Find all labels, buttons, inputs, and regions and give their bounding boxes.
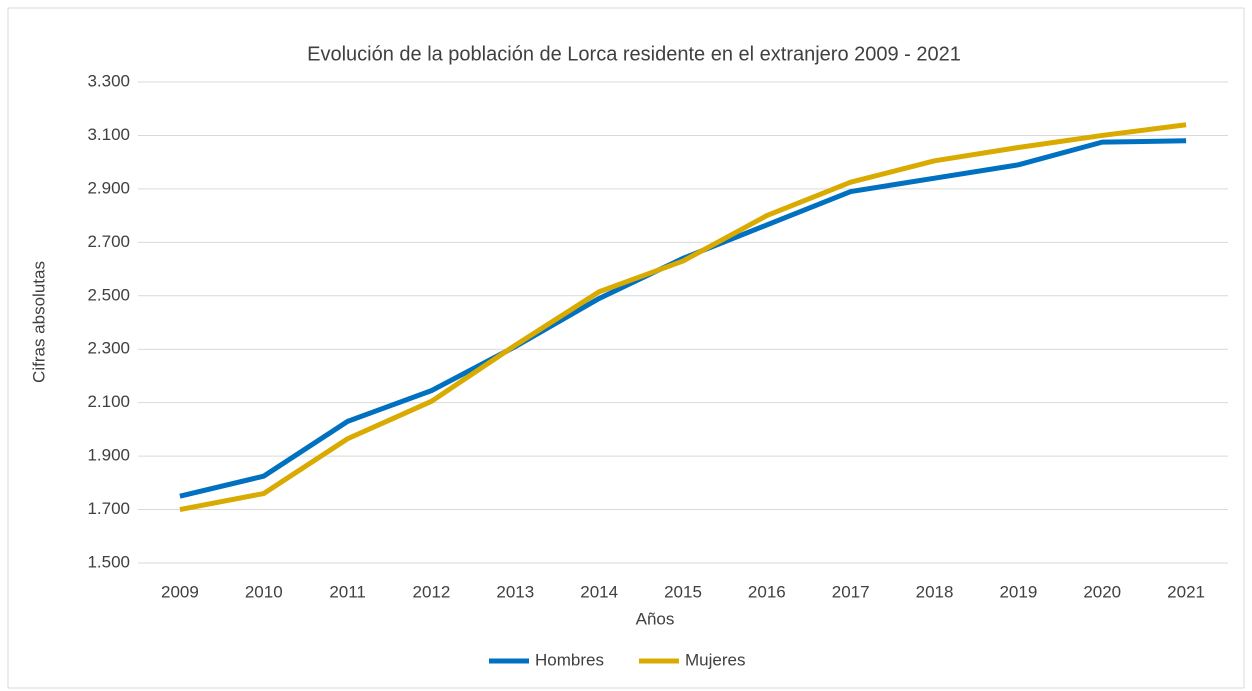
y-tick-label: 1.900 — [87, 446, 130, 465]
y-tick-label: 1.700 — [87, 499, 130, 518]
y-tick-label: 2.500 — [87, 285, 130, 304]
legend-label: Hombres — [535, 650, 604, 669]
x-tick-label: 2014 — [580, 582, 618, 601]
y-tick-label: 2.900 — [87, 178, 130, 197]
series-line — [179, 122, 1187, 513]
y-tick-label: 2.700 — [87, 232, 130, 251]
x-axis-label: Años — [636, 609, 675, 628]
x-tick-label: 2018 — [916, 582, 954, 601]
y-axis-label: Cifras absolutas — [29, 261, 48, 383]
y-tick-label: 2.300 — [87, 339, 130, 358]
y-tick-label: 1.500 — [87, 552, 130, 571]
chart-title: Evolución de la población de Lorca resid… — [307, 43, 961, 65]
x-tick-label: 2009 — [161, 582, 199, 601]
x-tick-label: 2015 — [664, 582, 702, 601]
chart-frame — [7, 7, 1245, 689]
x-tick-label: 2010 — [245, 582, 283, 601]
x-tick-label: 2013 — [496, 582, 534, 601]
x-tick-label: 2011 — [329, 582, 366, 601]
x-tick-label: 2017 — [832, 582, 870, 601]
x-tick-label: 2019 — [999, 582, 1037, 601]
y-tick-label: 3.300 — [87, 71, 130, 90]
x-tick-label: 2020 — [1083, 582, 1121, 601]
y-tick-label: 3.100 — [87, 125, 130, 144]
x-tick-label: 2021 — [1167, 582, 1205, 601]
y-tick-label: 2.100 — [87, 392, 130, 411]
legend-label: Mujeres — [685, 650, 745, 669]
x-tick-label: 2012 — [413, 582, 451, 601]
x-tick-label: 2016 — [748, 582, 786, 601]
